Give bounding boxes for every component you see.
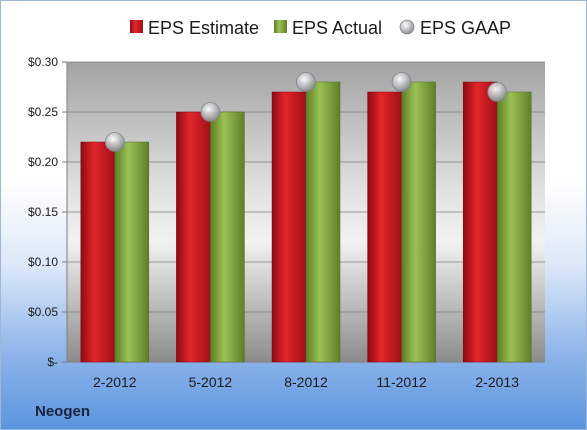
- y-tick-label: $0.10: [28, 255, 58, 269]
- y-tick-label: $0.05: [28, 305, 58, 319]
- y-tick-label: $0.20: [28, 155, 58, 169]
- bar-eps-estimate: [176, 111, 211, 363]
- y-tick-label: $0.25: [28, 105, 58, 119]
- x-tick-label: 8-2012: [284, 374, 328, 390]
- x-tick-label: 2-2013: [475, 374, 519, 390]
- legend-estimate-label: EPS Estimate: [148, 18, 259, 38]
- bar-eps-actual: [210, 111, 245, 363]
- legend-actual-label: EPS Actual: [292, 18, 382, 38]
- bar-eps-actual: [496, 91, 532, 363]
- y-tick-label: $0.15: [28, 205, 58, 219]
- bar-eps-estimate: [271, 91, 307, 363]
- company-label: Neogen: [35, 403, 91, 420]
- legend-gaap-marker: [399, 19, 415, 35]
- legend-estimate-swatch: [130, 20, 143, 33]
- marker-eps-gaap: [391, 72, 412, 92]
- x-tick-label: 5-2012: [189, 374, 233, 390]
- marker-eps-gaap: [104, 132, 125, 152]
- legend-actual-swatch: [274, 20, 287, 33]
- bar-eps-actual: [305, 81, 341, 363]
- legend: EPS Estimate EPS Actual EPS GAAP: [130, 18, 511, 38]
- legend-gaap-label: EPS GAAP: [420, 18, 511, 38]
- marker-eps-gaap: [487, 82, 508, 102]
- y-tick-label: $-: [47, 355, 58, 369]
- bar-eps-actual: [114, 141, 150, 363]
- bar-eps-estimate: [80, 141, 116, 363]
- x-tick-label: 2-2012: [93, 374, 137, 390]
- bar-eps-estimate: [367, 91, 402, 363]
- bar-eps-actual: [401, 81, 436, 363]
- marker-eps-gaap: [200, 102, 221, 122]
- bar-eps-estimate: [462, 81, 498, 363]
- x-tick-label: 11-2012: [376, 374, 427, 390]
- plot-area: $- $0.05 $0.10 $0.15 $0.20 $0.25 $0.30 2-2012 5-…: [28, 55, 545, 390]
- y-tick-label: $0.30: [28, 55, 58, 69]
- marker-eps-gaap: [296, 72, 316, 92]
